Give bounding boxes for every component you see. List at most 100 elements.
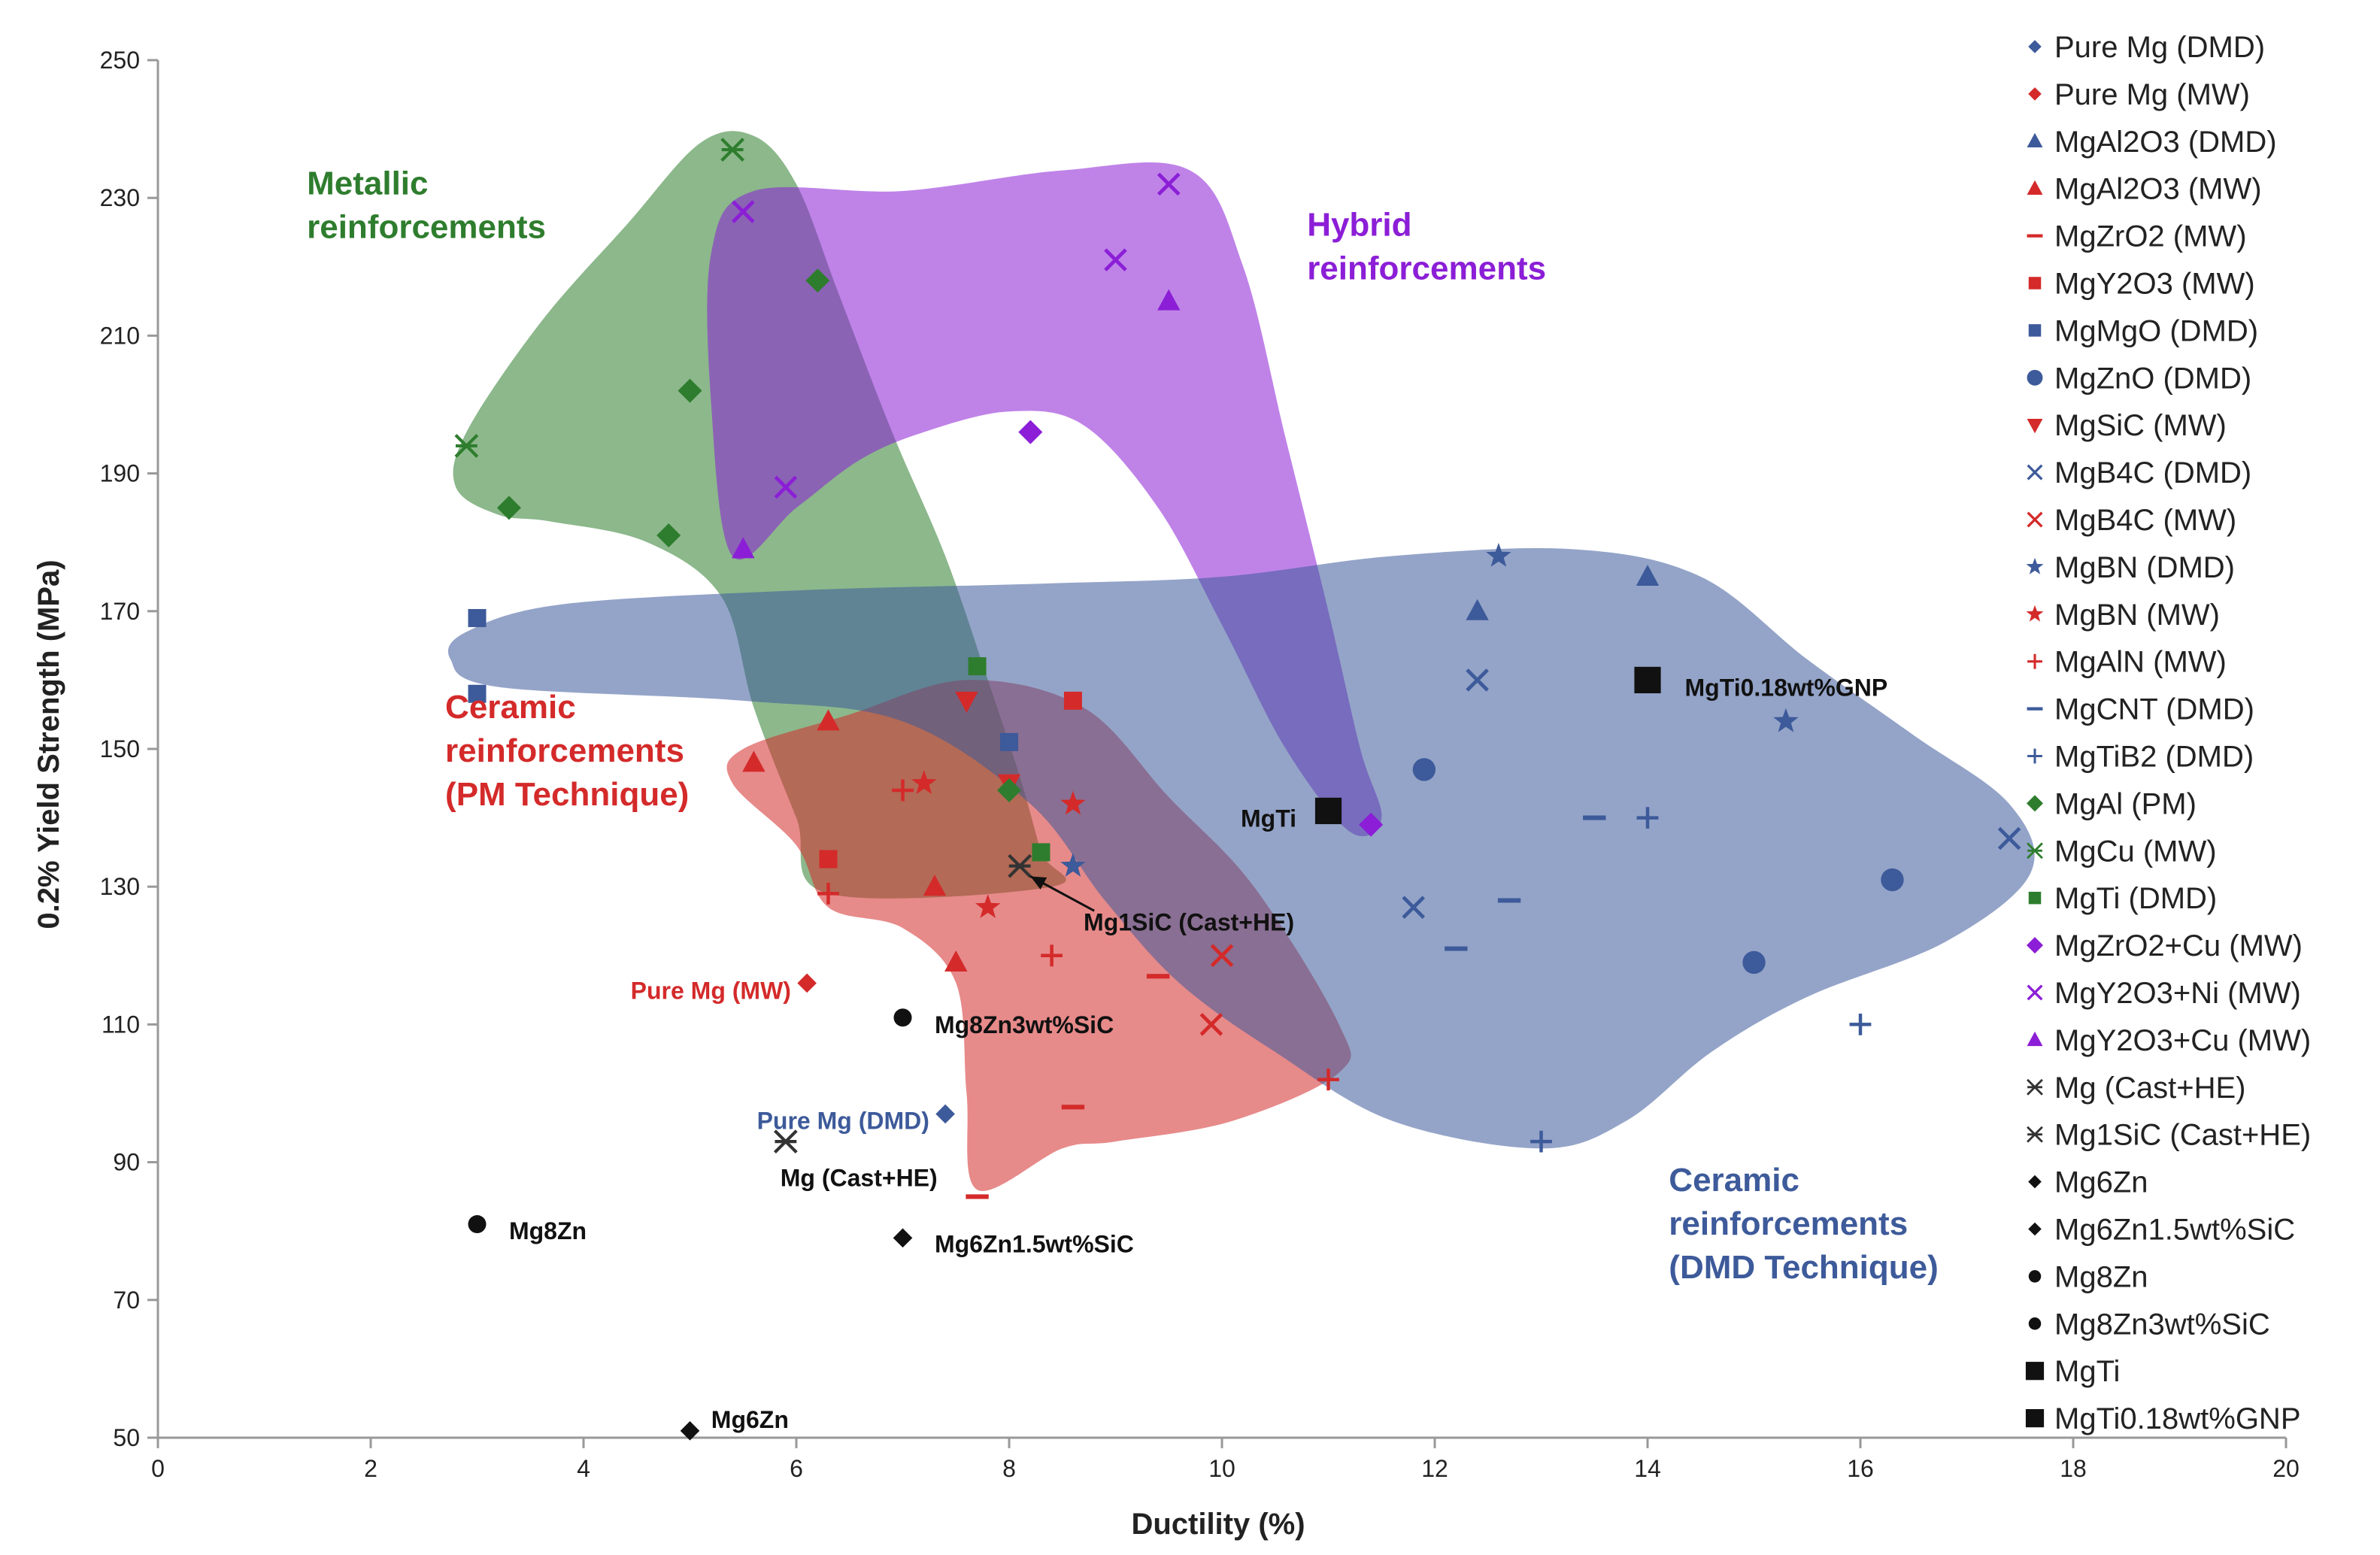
x-tick-label: 12 bbox=[1421, 1455, 1448, 1482]
y-tick-label: 210 bbox=[100, 322, 140, 349]
labels-layer: Metallic reinforcements Hybrid reinforcemen… bbox=[307, 165, 1939, 1433]
region-layer bbox=[447, 131, 2035, 1191]
region-label: Metallic reinforcements bbox=[307, 165, 546, 246]
data-point bbox=[1466, 668, 1489, 692]
legend-marker bbox=[2028, 1222, 2042, 1236]
legend-label: MgB4C (MW) bbox=[2054, 504, 2236, 537]
region-label-line: Metallic bbox=[307, 165, 428, 202]
legend-marker bbox=[2026, 557, 2044, 574]
data-point bbox=[1060, 853, 1086, 877]
data-point bbox=[1742, 950, 1766, 975]
data-point bbox=[1018, 420, 1043, 444]
marks-layer bbox=[454, 138, 2021, 1441]
arrow-head bbox=[1030, 876, 1048, 890]
data-point bbox=[1060, 790, 1086, 815]
data-point bbox=[1157, 172, 1181, 196]
data-point bbox=[797, 973, 817, 993]
data-point bbox=[1008, 853, 1032, 878]
series-mgzno-dmd bbox=[1412, 758, 1904, 975]
region-hybrid-reinforcements bbox=[707, 162, 1382, 837]
x-tick-label: 4 bbox=[577, 1455, 590, 1482]
legend-label: MgTi bbox=[2054, 1355, 2120, 1388]
point-annotation: Mg1SiC (Cast+HE) bbox=[1084, 909, 1294, 936]
legend-marker bbox=[2027, 1078, 2043, 1096]
legend-item: MgY2O3 (MW) bbox=[2028, 268, 2255, 301]
series-mgbn-mw bbox=[911, 770, 1086, 918]
region-label-line: Hybrid bbox=[1307, 207, 1411, 244]
legend-label: Mg8Zn3wt%SiC bbox=[2054, 1308, 2270, 1341]
legend-item: MgSiC (MW) bbox=[2027, 409, 2227, 442]
legend-label: Mg6Zn1.5wt%SiC bbox=[2054, 1214, 2295, 1247]
legend-label: MgY2O3 (MW) bbox=[2054, 268, 2255, 301]
data-point bbox=[1636, 565, 1660, 586]
x-tick-label: 0 bbox=[151, 1455, 165, 1482]
data-point bbox=[1849, 1014, 1872, 1035]
legend-item: MgCNT (DMD) bbox=[2027, 693, 2254, 726]
series-mgal-pm bbox=[496, 268, 1021, 802]
data-point bbox=[468, 684, 487, 703]
legend-item: Mg1SiC (Cast+HE) bbox=[2027, 1119, 2311, 1152]
legend-item: MgBN (MW) bbox=[2026, 599, 2220, 632]
legend-item: MgAl2O3 (MW) bbox=[2027, 173, 2262, 206]
point-annotation: Mg8Zn3wt%SiC bbox=[935, 1011, 1114, 1038]
data-point bbox=[1104, 248, 1127, 271]
legend-marker bbox=[2026, 605, 2044, 622]
legend-item: Mg (Cast+HE) bbox=[2027, 1072, 2246, 1105]
legend-marker bbox=[2025, 1362, 2045, 1381]
data-point bbox=[731, 200, 755, 223]
data-point bbox=[1314, 797, 1342, 825]
series-mgtib2-dmd bbox=[1530, 807, 1872, 1153]
series-mgy2o3-cu-mw bbox=[732, 289, 1181, 559]
legend-label: Mg (Cast+HE) bbox=[2054, 1072, 2246, 1105]
data-point bbox=[1773, 708, 1799, 732]
legend-label: MgY2O3+Ni (MW) bbox=[2054, 977, 2301, 1010]
point-annotation: MgTi0.18wt%GNP bbox=[1685, 674, 1888, 701]
series-mgal2o3-dmd bbox=[1466, 565, 1660, 620]
legend-label: MgSiC (MW) bbox=[2054, 409, 2227, 442]
data-point bbox=[1466, 599, 1489, 620]
legend-item: Pure Mg (DMD) bbox=[2028, 31, 2265, 64]
legend-label: MgCu (MW) bbox=[2054, 835, 2217, 868]
series-mgzro2-cu-mw bbox=[1018, 420, 1384, 837]
legend-marker bbox=[2027, 180, 2043, 195]
legend-marker bbox=[2027, 1126, 2043, 1143]
y-tick-label: 230 bbox=[100, 184, 140, 211]
legend-label: MgAl2O3 (MW) bbox=[2054, 173, 2262, 206]
y-tick-label: 110 bbox=[102, 1011, 140, 1038]
data-point bbox=[1000, 732, 1018, 751]
data-point bbox=[805, 268, 830, 293]
region-label-line: reinforcements bbox=[307, 209, 546, 246]
data-point bbox=[1359, 812, 1384, 837]
legend-marker bbox=[2027, 132, 2043, 148]
legend-marker bbox=[2028, 1317, 2042, 1330]
legend-item: MgTi0.18wt%GNP bbox=[2025, 1402, 2301, 1435]
data-point bbox=[468, 608, 487, 627]
point-annotation: Mg6Zn bbox=[711, 1406, 789, 1433]
region-ceramic-reinforcements-dmd-technique bbox=[447, 547, 2035, 1149]
data-point bbox=[773, 1129, 798, 1153]
region-label: Ceramic reinforcements (DMD Technique) bbox=[1669, 1162, 1939, 1286]
legend-marker bbox=[2027, 511, 2043, 528]
x-axis-title: Ductility (%) bbox=[1131, 1508, 1305, 1541]
legend-marker bbox=[2027, 369, 2043, 386]
y-tick-label: 70 bbox=[113, 1287, 140, 1314]
legend-label: MgZrO2 (MW) bbox=[2054, 220, 2247, 253]
legend-item: MgB4C (DMD) bbox=[2027, 456, 2251, 490]
data-point bbox=[817, 882, 839, 905]
point-annotation: Pure Mg (DMD) bbox=[757, 1108, 929, 1135]
data-point bbox=[1486, 542, 1511, 567]
y-tick-label: 150 bbox=[100, 735, 140, 762]
x-tick-label: 20 bbox=[2272, 1455, 2300, 1482]
region-ceramic-reinforcements-pm-technique bbox=[726, 680, 1351, 1191]
data-point bbox=[1032, 843, 1051, 862]
legend-marker bbox=[2028, 324, 2042, 337]
legend-marker bbox=[2027, 984, 2043, 1001]
legend-item: MgZrO2 (MW) bbox=[2027, 220, 2247, 253]
data-point bbox=[732, 537, 755, 559]
legend-marker bbox=[2028, 891, 2042, 905]
legend-label: MgTi0.18wt%GNP bbox=[2054, 1402, 2301, 1435]
data-point bbox=[454, 434, 479, 458]
legend-label: MgB4C (DMD) bbox=[2054, 456, 2251, 490]
legend-label: MgY2O3+Cu (MW) bbox=[2054, 1024, 2311, 1057]
